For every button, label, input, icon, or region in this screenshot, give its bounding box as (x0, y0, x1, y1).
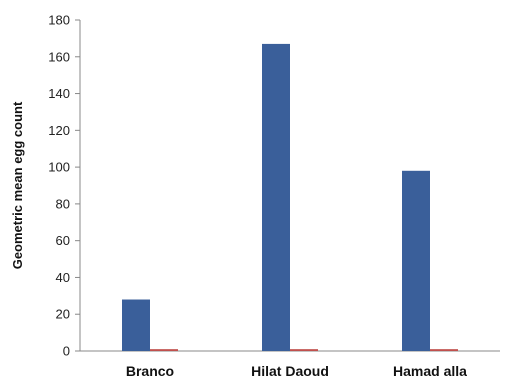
y-tick-label: 140 (48, 86, 70, 101)
y-axis-ticks: 0 20 40 60 80 100 120 140 160 180 (48, 13, 80, 359)
y-tick-label: 160 (48, 49, 70, 64)
x-category-label: Hamad alla (393, 363, 467, 378)
y-tick-label: 80 (56, 196, 70, 211)
y-tick-label: 100 (48, 160, 70, 175)
bar-branco-series-2 (150, 349, 178, 351)
bar-hamad-alla-series-1 (402, 170, 430, 351)
x-category-label: Branco (126, 363, 174, 378)
y-tick-label: 180 (48, 13, 70, 28)
bar-hilat-daoud-series-2 (290, 349, 318, 351)
bar-branco-series-1 (122, 299, 150, 351)
x-axis-labels: Branco Hilat Daoud Hamad alla (126, 363, 467, 378)
y-tick-label: 40 (56, 270, 70, 285)
y-axis-title: Geometric mean egg count (10, 101, 25, 269)
y-tick-label: 20 (56, 307, 70, 322)
y-tick-label: 0 (63, 344, 70, 359)
x-category-label: Hilat Daoud (251, 363, 329, 378)
bar-hamad-alla-series-2 (430, 349, 458, 351)
bars (122, 43, 458, 352)
bar-hilat-daoud-series-1 (262, 43, 290, 352)
y-tick-label: 120 (48, 123, 70, 138)
y-tick-label: 60 (56, 233, 70, 248)
